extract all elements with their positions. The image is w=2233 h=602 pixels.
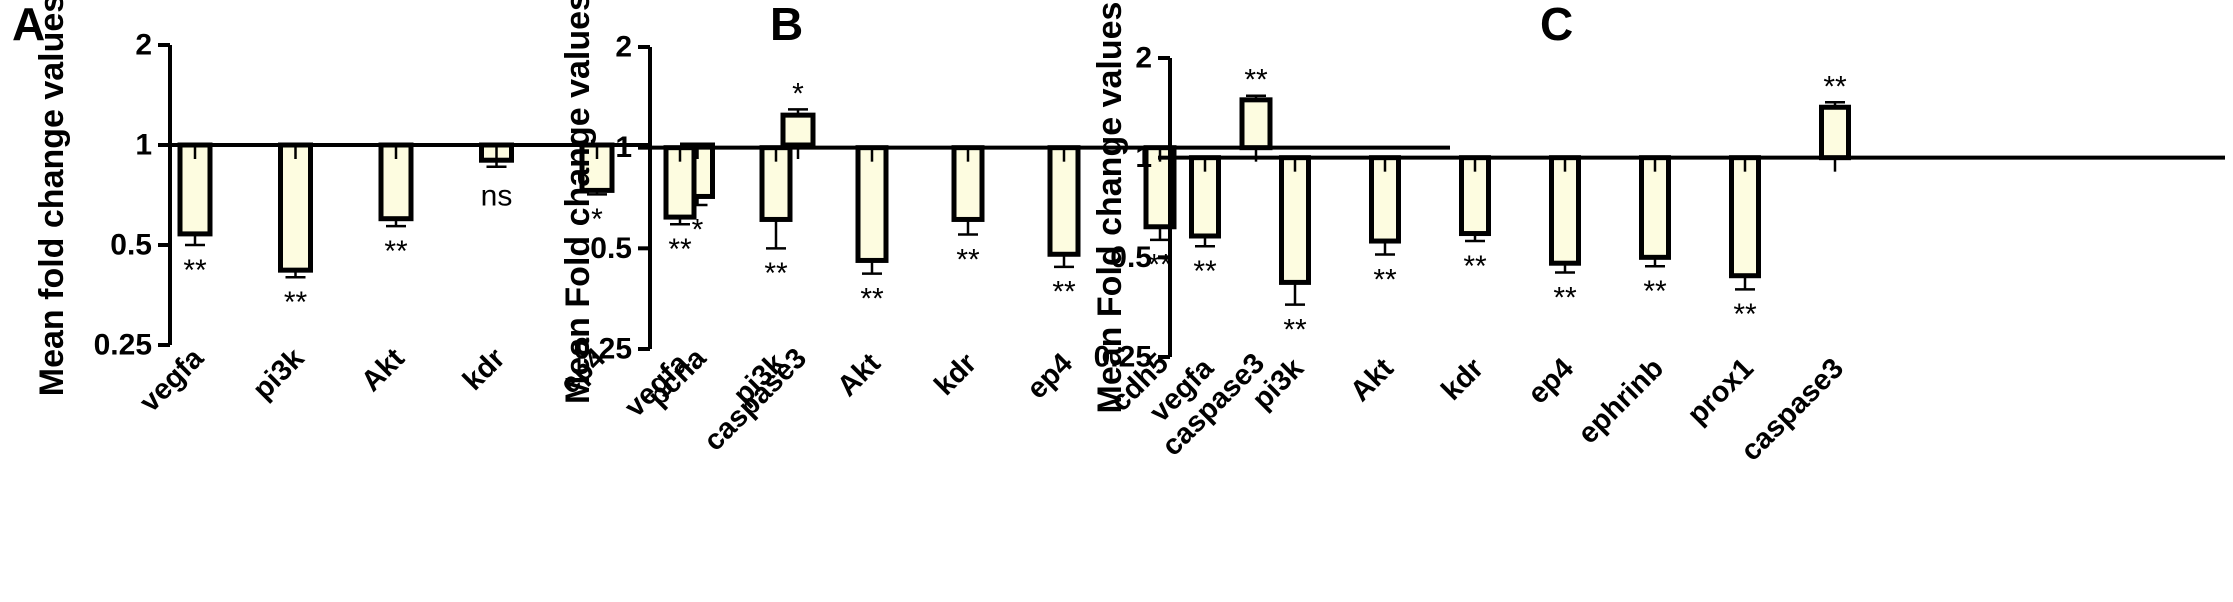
significance-label: **: [1643, 275, 1667, 308]
significance-label: *: [591, 203, 603, 236]
y-tick-label: 0.5: [590, 232, 632, 265]
x-tick-label: ephrinb: [1572, 352, 1670, 450]
x-tick-label: pi3k: [247, 342, 311, 406]
bar-prox1: [1729, 155, 1761, 279]
panel-letter: B: [770, 0, 803, 50]
y-tick-label: 2: [615, 31, 632, 64]
significance-label: **: [183, 254, 207, 287]
significance-label: *: [792, 77, 804, 110]
bar-Akt: [855, 145, 889, 263]
x-tick-label: Akt: [1344, 352, 1400, 408]
y-tick-label: 1: [1135, 141, 1152, 174]
significance-label: **: [284, 286, 308, 319]
y-tick-label: 0.25: [574, 333, 632, 366]
y-tick-label: 2: [1135, 42, 1152, 75]
y-tick-label: 0.25: [94, 329, 152, 362]
panel-letter: A: [12, 0, 45, 50]
significance-label: **: [1244, 64, 1268, 97]
panel-letter: C: [1540, 0, 1573, 50]
x-tick-label: kdr: [928, 347, 983, 402]
significance-label: **: [1283, 313, 1307, 346]
significance-label: **: [384, 235, 408, 268]
significance-label: **: [1193, 255, 1217, 288]
x-tick-label: ep4: [1522, 352, 1580, 410]
significance-label: **: [1733, 298, 1757, 331]
significance-label: ns: [481, 180, 513, 213]
y-tick-label: 0.5: [1110, 241, 1152, 274]
x-tick-label: Akt: [355, 342, 411, 398]
bar-caspase3: [1239, 97, 1273, 151]
bar-caspase3: [780, 112, 816, 148]
significance-label: **: [1823, 70, 1847, 103]
significance-label: **: [1052, 276, 1076, 309]
significance-label: *: [692, 214, 704, 247]
x-tick-label: ep4: [1021, 347, 1079, 405]
y-axis-label: Mean Fold change values: [559, 0, 597, 404]
significance-label: **: [1463, 250, 1487, 283]
significance-label: **: [764, 257, 788, 290]
significance-label: **: [1553, 281, 1577, 314]
bar-ephrinb: [1639, 155, 1671, 260]
x-tick-label: prox1: [1681, 352, 1759, 430]
y-axis-label: Mean Fold change values: [1091, 2, 1129, 414]
y-tick-label: 1: [615, 131, 632, 164]
bar-ep4: [1549, 155, 1581, 266]
significance-label: **: [668, 233, 692, 266]
significance-label: **: [956, 243, 980, 276]
bar-pi3k: [1279, 155, 1311, 285]
y-tick-label: 2: [135, 29, 152, 62]
x-tick-label: kdr: [457, 342, 512, 397]
x-tick-label: Akt: [831, 347, 887, 403]
bar-pi3k: [278, 142, 313, 273]
y-tick-label: 0.5: [110, 229, 152, 262]
bar-ep4: [1047, 145, 1081, 257]
significance-label: **: [1373, 263, 1397, 296]
x-tick-label: kdr: [1435, 352, 1490, 407]
significance-label: **: [860, 282, 884, 315]
y-tick-label: 0.25: [1094, 341, 1152, 374]
y-axis-label: Mean fold change values: [33, 0, 71, 396]
bar-caspase3: [1819, 104, 1851, 161]
y-tick-label: 1: [135, 129, 152, 162]
